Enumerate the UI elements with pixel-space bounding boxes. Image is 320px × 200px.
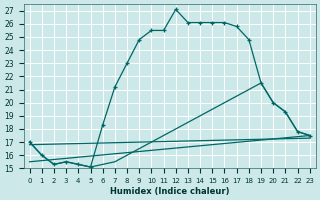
X-axis label: Humidex (Indice chaleur): Humidex (Indice chaleur)	[110, 187, 229, 196]
